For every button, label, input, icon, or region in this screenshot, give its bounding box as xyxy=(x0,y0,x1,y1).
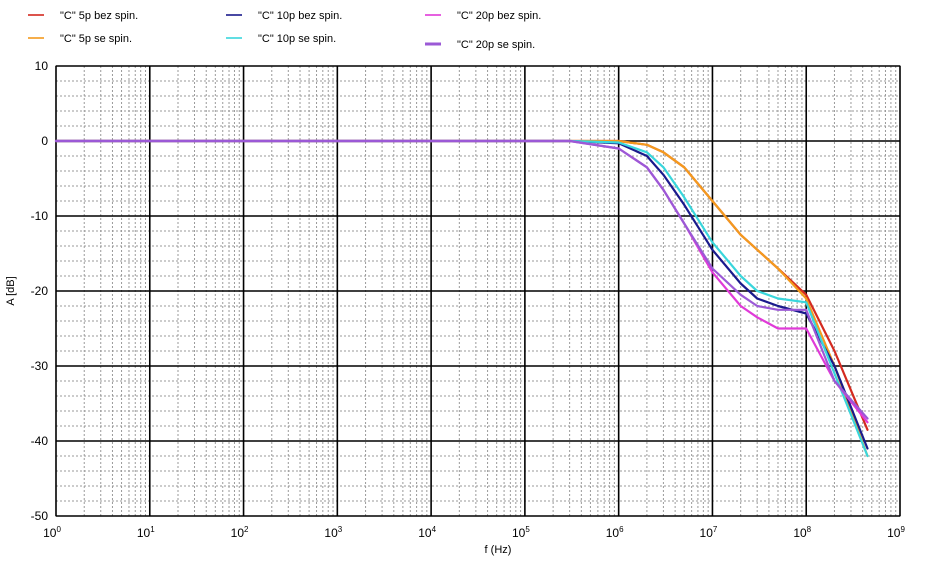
x-tick-label: 102 xyxy=(231,525,249,540)
legend: "C" 5p bez spin. "C" 5p se spin. "C" 10p b… xyxy=(28,10,541,51)
y-tick-label: -50 xyxy=(31,509,49,523)
plot-frame xyxy=(55,65,901,517)
legend-label-2: "C" 5p se spin. xyxy=(60,33,132,45)
y-tick-label: 0 xyxy=(41,134,48,148)
x-tick-label: 100 xyxy=(43,525,61,540)
x-tick-label: 105 xyxy=(512,525,530,540)
legend-label-4: "C" 10p se spin. xyxy=(258,33,336,45)
y-tick-label: -20 xyxy=(31,284,49,298)
x-tick-label: 104 xyxy=(418,525,436,540)
x-tick-label: 108 xyxy=(793,525,811,540)
series-layer xyxy=(54,139,869,458)
x-tick-label: 106 xyxy=(606,525,624,540)
x-tick-label: 103 xyxy=(324,525,342,540)
x-tick-label: 109 xyxy=(887,525,905,540)
y-axis-ticks: 10 0 -10 -20 -30 -40 -50 xyxy=(31,59,49,523)
legend-label-5: "C" 20p bez spin. xyxy=(457,10,541,22)
legend-label-3: "C" 10p bez spin. xyxy=(258,10,342,22)
y-tick-label: -40 xyxy=(31,434,49,448)
y-tick-label: -30 xyxy=(31,359,49,373)
y-tick-label: -10 xyxy=(31,209,49,223)
y-tick-label: 10 xyxy=(35,59,49,73)
legend-label-6: "C" 20p se spin. xyxy=(457,39,535,51)
x-axis-ticks: 100 101 102 103 104 105 106 107 108 109 xyxy=(43,525,905,540)
major-grid xyxy=(55,65,901,517)
series-line-6 xyxy=(54,139,869,420)
legend-label-1: "C" 5p bez spin. xyxy=(60,10,138,22)
x-tick-label: 107 xyxy=(700,525,718,540)
y-axis-label: A [dB] xyxy=(5,276,17,305)
x-tick-label: 101 xyxy=(137,525,155,540)
x-axis-label: f (Hz) xyxy=(485,544,512,556)
